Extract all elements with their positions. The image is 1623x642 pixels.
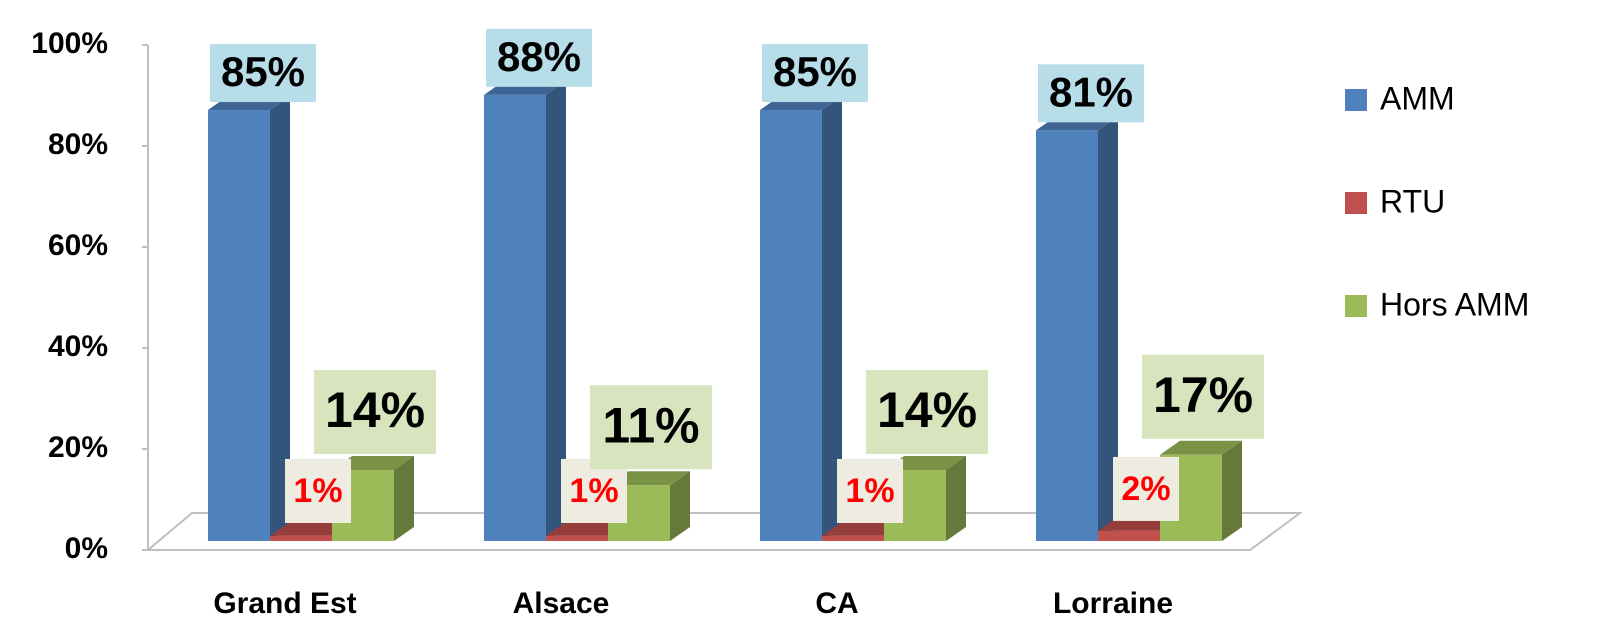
bar-side (1098, 116, 1118, 541)
data-label-box (590, 385, 712, 470)
data-label: 1% (569, 472, 618, 510)
data-label-box (1142, 354, 1264, 439)
data-label-box (285, 458, 351, 523)
y-tick-label: 0% (65, 532, 108, 565)
data-label: 2% (1121, 470, 1170, 508)
legend-label: Hors AMM (1380, 286, 1529, 322)
data-label-box (762, 44, 868, 103)
bar-front (1098, 530, 1160, 541)
data-label: 11% (602, 397, 699, 453)
data-label-box (837, 458, 903, 523)
data-label: 17% (1153, 367, 1253, 423)
data-label-box (1113, 456, 1179, 521)
bar-top (608, 471, 690, 486)
bar (332, 456, 414, 541)
data-label-box (1038, 64, 1144, 123)
bar-front (546, 535, 608, 541)
bar-front (760, 110, 822, 542)
bar (208, 96, 290, 542)
bar-top (884, 456, 966, 471)
data-label: 88% (497, 33, 581, 80)
y-tick-label: 20% (48, 431, 108, 464)
bar-side (1222, 440, 1242, 541)
legend-swatch (1345, 192, 1367, 214)
y-tick-label: 60% (48, 229, 108, 262)
floor (145, 512, 1304, 551)
data-label-box (866, 370, 988, 455)
bar (760, 96, 842, 542)
data-label: 14% (325, 382, 425, 438)
bar-top (332, 456, 414, 471)
x-tick-label: Lorraine (1053, 587, 1173, 620)
y-tick-label: 40% (48, 330, 108, 363)
bar-side (546, 80, 566, 541)
x-tick-label: Alsace (513, 587, 610, 620)
x-tick-label: CA (815, 587, 858, 620)
bar-top (822, 521, 904, 536)
bar-top (546, 521, 628, 536)
x-tick-label: Grand Est (213, 587, 356, 620)
data-label: 85% (221, 48, 305, 95)
data-label-box (210, 44, 316, 103)
bar-front (1036, 130, 1098, 541)
bar-front (270, 535, 332, 541)
data-label-box (486, 28, 592, 87)
bar-side (270, 96, 290, 542)
legend-label: AMM (1380, 80, 1455, 116)
bar-front (208, 110, 270, 542)
legend-swatch (1345, 89, 1367, 111)
data-label-box (561, 458, 627, 523)
data-label: 81% (1049, 68, 1133, 115)
bar-side (822, 96, 842, 542)
bar-front (484, 94, 546, 541)
bar-side (670, 471, 690, 541)
bar (484, 80, 566, 541)
legend-label: RTU (1380, 183, 1445, 219)
bar-top (1160, 440, 1242, 455)
data-label-box (314, 370, 436, 455)
y-tick-label: 80% (48, 128, 108, 161)
data-label: 14% (877, 382, 977, 438)
data-label: 1% (293, 472, 342, 510)
bar-side (946, 456, 966, 541)
data-label: 1% (845, 472, 894, 510)
data-label: 85% (773, 48, 857, 95)
bar-front (822, 535, 884, 541)
bar-top (270, 521, 352, 536)
bar-side (394, 456, 414, 541)
legend-swatch (1345, 295, 1367, 317)
y-tick-label: 100% (31, 27, 108, 60)
bar (1036, 116, 1118, 541)
